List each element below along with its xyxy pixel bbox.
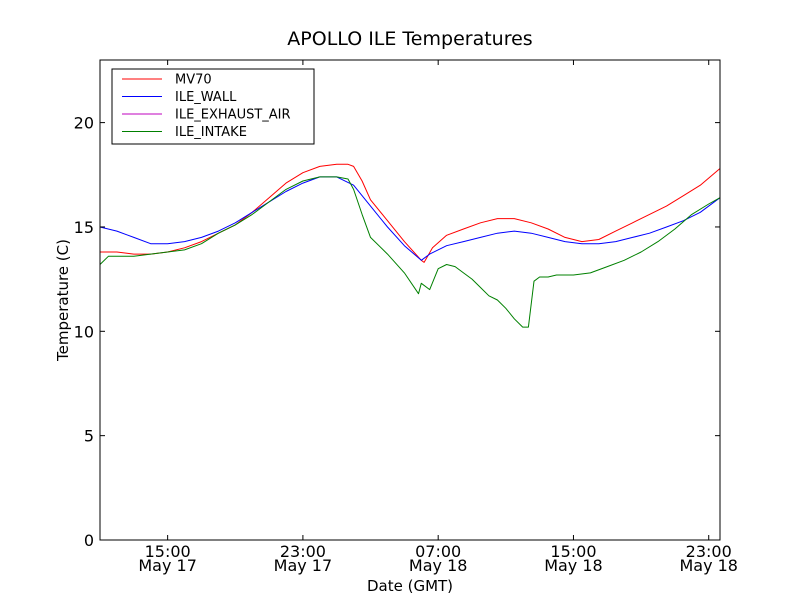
legend-entry-label: ILE_INTAKE <box>175 125 247 140</box>
x-tick-label-time: 15:00 <box>550 542 596 561</box>
series-line-ile-wall <box>99 176 721 261</box>
x-tick-label-time: 07:00 <box>415 542 461 561</box>
series-line-mv70 <box>100 163 721 263</box>
x-tick-label-time: 23:00 <box>686 542 732 561</box>
y-tick-label: 0 <box>84 531 94 550</box>
x-tick-label-date: May 18 <box>409 556 468 575</box>
y-tick-label: 10 <box>74 322 94 341</box>
x-tick-label-date: May 17 <box>138 556 197 575</box>
x-tick-label-time: 23:00 <box>280 542 326 561</box>
x-axis-label: Date (GMT) <box>367 577 453 595</box>
y-axis-label: Temperature (C) <box>54 239 72 362</box>
legend-entry-label: MV70 <box>175 73 212 88</box>
plot-area <box>99 163 721 328</box>
x-tick-label-date: May 18 <box>544 556 603 575</box>
axes-border <box>99 59 721 541</box>
y-tick-label: 20 <box>74 114 94 133</box>
x-tick-label-date: May 18 <box>679 556 738 575</box>
chart-title: APOLLO ILE Temperatures <box>287 28 532 50</box>
series-line-ile-intake <box>99 176 721 328</box>
legend-entry-label: ILE_EXHAUST_AIR <box>175 108 291 123</box>
y-tick-label: 15 <box>74 218 94 237</box>
legend-entry-label: ILE_WALL <box>175 90 237 105</box>
axes-frame <box>99 59 721 541</box>
x-tick-label-time: 15:00 <box>145 542 191 561</box>
legend: MV70 ILE_WALL ILE_EXHAUST_AIR ILE_INTAKE <box>111 68 315 145</box>
x-tick-label-date: May 17 <box>274 556 333 575</box>
y-tick-label: 5 <box>84 427 94 446</box>
